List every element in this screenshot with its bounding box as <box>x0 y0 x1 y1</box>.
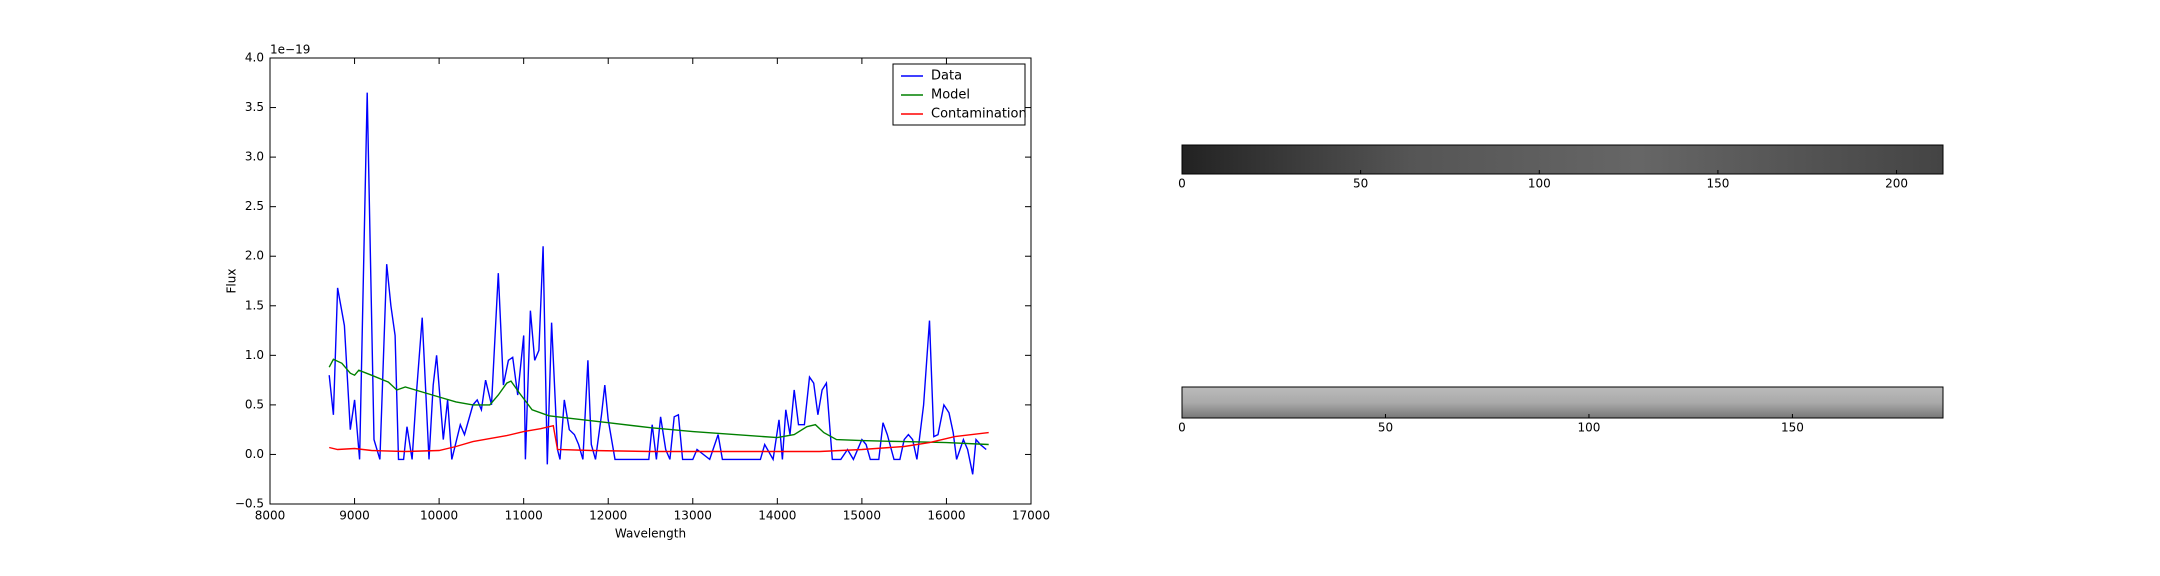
x-tick-label: 50 <box>1353 177 1368 191</box>
series-line <box>328 358 989 446</box>
x-tick-label: 200 <box>1885 177 1908 191</box>
series-line <box>329 424 989 453</box>
image <box>1182 387 1943 418</box>
x-axis-label: Wavelength <box>615 527 686 541</box>
x-tick-label: 150 <box>1781 421 1804 435</box>
x-tick-label: 11000 <box>505 509 543 523</box>
x-tick-label: 50 <box>1378 421 1393 435</box>
x-tick-label: 14000 <box>758 509 796 523</box>
y-tick-label: 1.5 <box>245 298 264 312</box>
y-tick-label: 3.0 <box>245 150 264 164</box>
y-tick-label: 3.5 <box>245 100 264 114</box>
x-tick-label: 15000 <box>843 509 881 523</box>
y-tick-label: 4.0 <box>245 51 264 65</box>
x-tick-label: 13000 <box>674 509 712 523</box>
x-tick-label: 8000 <box>255 509 286 523</box>
series-line <box>328 92 987 475</box>
x-tick-label: 100 <box>1577 421 1600 435</box>
x-tick-label: 9000 <box>339 509 370 523</box>
y-tick-label: −0.5 <box>235 497 264 511</box>
x-tick-label: 150 <box>1706 177 1729 191</box>
x-tick-label: 16000 <box>927 509 965 523</box>
y-tick-label: 2.5 <box>245 199 264 213</box>
legend-label: Data <box>931 69 962 84</box>
image <box>1182 145 1943 174</box>
axes-frame <box>1181 144 1944 175</box>
axes-frame <box>269 57 1032 505</box>
x-tick-label: 100 <box>1528 177 1551 191</box>
y-tick-label: 1.0 <box>245 348 264 362</box>
x-tick-label: 17000 <box>1012 509 1050 523</box>
axes-frame <box>1181 386 1944 419</box>
legend-label: Contamination <box>931 107 1027 122</box>
y-tick-label: 2.0 <box>245 249 264 263</box>
x-tick-label: 10000 <box>420 509 458 523</box>
y-tick-label: 0.0 <box>245 447 264 461</box>
x-tick-label: 0 <box>1178 177 1186 191</box>
offset-text: 1e−19 <box>270 43 310 57</box>
y-tick-label: 0.5 <box>245 397 264 411</box>
x-tick-label: 0 <box>1178 421 1186 435</box>
legend-label: Model <box>931 88 970 103</box>
y-axis-label: Flux <box>225 269 239 294</box>
x-tick-label: 12000 <box>589 509 627 523</box>
